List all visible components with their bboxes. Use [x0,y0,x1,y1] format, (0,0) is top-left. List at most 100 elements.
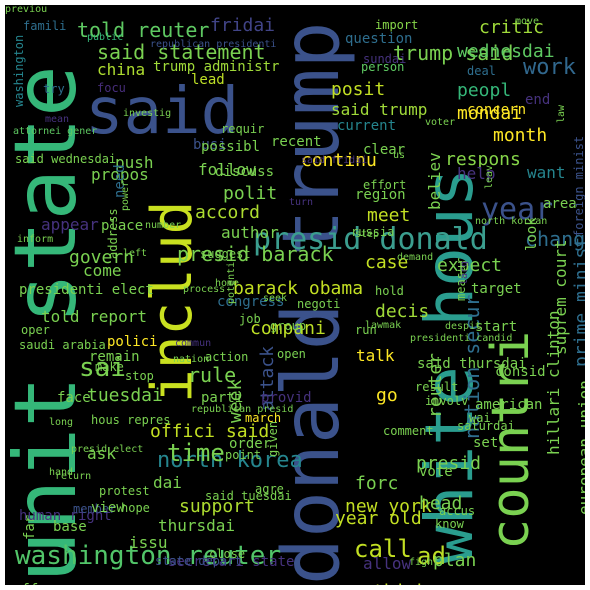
cloud-word: comment [383,424,434,438]
cloud-word: case [365,252,409,273]
cloud-word: support [179,496,255,517]
cloud-word: year old [335,508,422,529]
cloud-word: saturdai [457,419,515,433]
cloud-word: compani [250,318,326,339]
cloud-word: think [373,583,427,586]
cloud-word: lead [191,72,225,88]
cloud-word: said tuesdai [205,489,292,503]
cloud-word: accus [439,504,476,518]
cloud-word: commun [175,338,212,349]
cloud-word: fridai [210,15,276,36]
cloud-word: public [87,32,124,43]
cloud-word: presid [416,453,482,474]
cloud-word: appear [41,215,99,234]
cloud-word: mean [45,114,70,125]
cloud-word: state depart [155,554,242,568]
cloud-word: push [115,153,154,172]
cloud-word: washington [12,34,26,107]
cloud-word: demand [397,252,434,263]
cloud-word: presid barack [177,242,334,266]
cloud-word: offer [13,583,55,585]
cloud-word: north korea [157,448,303,473]
cloud-word: left [123,248,148,259]
cloud-word: seek [263,293,288,304]
cloud-word: said statement [97,40,266,64]
cloud-word: china [97,60,146,79]
cloud-word: busi [193,137,227,153]
cloud-word: peopl [457,80,512,101]
cloud-word: republican presid [191,404,294,415]
cloud-word: trump said [393,41,514,65]
cloud-word: potenti [226,261,237,304]
cloud-word: discuss [215,164,275,180]
cloud-word: person [361,60,405,74]
cloud-word: said [85,75,240,149]
cloud-word: presidenti candid [410,333,513,344]
cloud-word: hand [49,467,74,478]
cloud-word: sai [79,353,126,383]
cloud-word: posit [331,79,386,100]
cloud-word: allow [363,554,412,573]
cloud-word: end [525,92,551,108]
cloud-word: previou [5,5,48,15]
cloud-word: critic [479,17,545,38]
cloud-word: requir [221,122,265,136]
cloud-word: propos [91,165,149,184]
cloud-word: call [354,535,412,563]
cloud-word: clear [363,142,406,158]
cloud-word: time [167,439,225,467]
cloud-word: year [481,192,554,227]
cloud-word: return [55,471,92,482]
cloud-word: chang [525,227,585,251]
cloud-word: negoti [297,297,341,311]
cloud-word: north korean [475,216,548,227]
cloud-word: turn [289,197,314,208]
cloud-word: us [393,150,406,161]
cloud-word: said wednesdai [15,152,117,166]
cloud-word: know [435,517,464,531]
cloud-word: member [73,502,117,516]
cloud-word: power [120,180,131,211]
cloud-word: sundai [363,52,407,66]
cloud-word: washington reuter [15,541,282,571]
cloud-word: march [245,411,282,425]
cloud-word: presid elect [71,444,144,455]
cloud-word: action [205,350,249,364]
cloud-word: said trump [331,100,428,119]
cloud-word: wednesdai [457,41,555,62]
cloud-word: author [221,223,279,242]
cloud-word: try [43,82,65,96]
cloud-word: close [209,547,246,561]
cloud-word: process [183,284,226,295]
cloud-word: vote [419,464,453,480]
cloud-word: point [225,448,262,462]
cloud-word: talk [356,346,395,365]
cloud-word: go [376,385,398,406]
cloud-word: congress [217,294,285,310]
cloud-word: oper [21,323,50,337]
cloud-word: open [277,347,306,361]
cloud-word: work [523,55,576,80]
cloud-word: help [457,164,496,183]
cloud-word: forc [355,473,399,494]
cloud-word: suprem court [551,239,570,355]
cloud-word: trump administr [153,59,280,75]
cloud-word: month [493,125,548,146]
cloud-word: ad [417,542,446,570]
cloud-word: long [49,417,74,428]
word-cloud: unit state donald trump white hous said incl… [5,5,585,585]
cloud-word: dai [153,473,182,492]
cloud-word: provid [261,390,312,406]
cloud-word: ask [87,444,116,463]
cloud-word: leav [484,164,495,189]
cloud-word: russia [351,225,395,239]
cloud-word: view [91,500,125,516]
cloud-word: issu [129,533,168,552]
cloud-word: number [145,220,182,231]
cloud-word: presidenti elect [19,282,154,298]
cloud-word: human right [19,508,112,524]
cloud-word: protest [99,484,150,498]
cloud-word: step [355,229,380,240]
cloud-word: come [83,261,122,280]
cloud-word: larg [459,260,470,285]
